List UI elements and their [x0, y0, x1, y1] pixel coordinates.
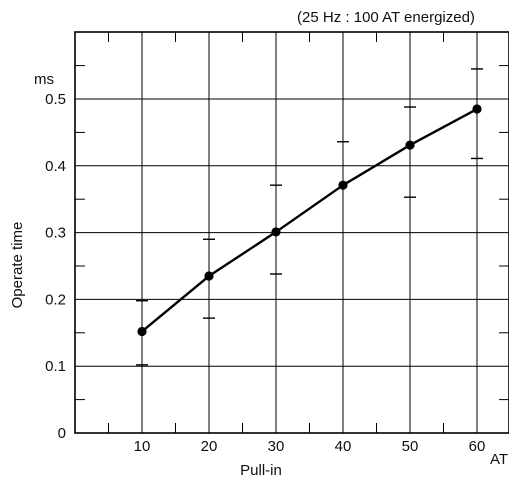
y-tick-label: 0.1 [45, 358, 66, 375]
y-tick-label: 0.2 [45, 291, 66, 308]
range-markers [136, 68, 483, 366]
series-line [141, 107, 478, 333]
data-point [405, 140, 415, 150]
plot-frame [74, 31, 509, 434]
y-tick-labels: 0 0.1 0.2 0.3 0.4 0.5 [45, 91, 66, 442]
chart-annotation: (25 Hz : 100 AT energized) [297, 9, 475, 26]
x-unit-label: AT [490, 451, 508, 468]
y-tick-label: 0.5 [45, 91, 66, 108]
minor-ticks [75, 32, 509, 433]
y-unit-label: ms [34, 71, 54, 88]
y-tick-label: 0.4 [45, 158, 66, 175]
grid-lines [75, 32, 509, 433]
x-tick-labels: 10 20 30 40 50 60 [134, 438, 486, 455]
data-point [137, 326, 147, 337]
data-point [338, 180, 348, 190]
x-axis-label: Pull-in [240, 462, 282, 479]
y-axis-label: Operate time [9, 222, 26, 309]
y-tick-label: 0.3 [45, 225, 66, 242]
x-tick-label: 20 [201, 438, 218, 455]
data-point [472, 104, 482, 114]
y-tick-label: 0 [58, 425, 66, 442]
data-point [204, 271, 214, 281]
x-tick-label: 30 [268, 438, 285, 455]
series-layer [137, 104, 482, 337]
x-tick-label: 10 [134, 438, 151, 455]
x-tick-label: 60 [469, 438, 486, 455]
data-point [271, 227, 281, 237]
x-tick-label: 40 [335, 438, 352, 455]
x-tick-label: 50 [402, 438, 419, 455]
